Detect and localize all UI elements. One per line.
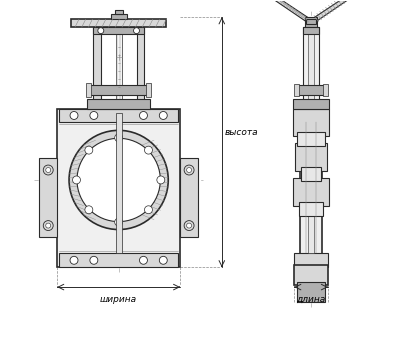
Bar xyxy=(305,17,317,27)
Bar xyxy=(323,84,328,95)
Circle shape xyxy=(134,28,140,34)
Bar xyxy=(87,99,150,109)
Bar xyxy=(308,122,314,253)
Circle shape xyxy=(69,130,168,229)
Bar xyxy=(306,19,316,24)
Circle shape xyxy=(43,221,53,230)
Circle shape xyxy=(144,206,152,214)
Bar xyxy=(71,19,166,27)
Bar xyxy=(299,202,323,216)
Text: ширина: ширина xyxy=(100,295,137,304)
Bar xyxy=(116,27,122,109)
Bar xyxy=(303,27,319,34)
Circle shape xyxy=(90,111,98,119)
Circle shape xyxy=(70,111,78,119)
Circle shape xyxy=(159,256,167,264)
Bar xyxy=(59,109,178,122)
Bar xyxy=(111,14,126,19)
Bar xyxy=(59,253,178,267)
Circle shape xyxy=(184,165,194,175)
Circle shape xyxy=(184,221,194,230)
Polygon shape xyxy=(307,0,350,22)
Circle shape xyxy=(85,206,93,214)
Bar xyxy=(136,27,144,109)
Bar xyxy=(294,265,328,285)
Bar xyxy=(86,83,91,97)
Bar xyxy=(297,282,325,302)
Bar xyxy=(293,109,329,136)
Bar xyxy=(303,27,319,109)
Circle shape xyxy=(43,165,53,175)
Circle shape xyxy=(140,111,148,119)
Circle shape xyxy=(115,218,123,226)
Bar xyxy=(293,99,329,109)
Polygon shape xyxy=(272,0,315,22)
Circle shape xyxy=(98,28,104,34)
Circle shape xyxy=(140,256,148,264)
Circle shape xyxy=(187,223,192,228)
Circle shape xyxy=(157,176,165,184)
Circle shape xyxy=(72,176,80,184)
Bar xyxy=(293,178,329,206)
Bar xyxy=(116,113,122,253)
Bar xyxy=(146,83,151,97)
Circle shape xyxy=(46,167,51,173)
Text: длина: длина xyxy=(296,295,326,304)
Circle shape xyxy=(115,134,123,142)
Bar xyxy=(294,84,299,95)
Circle shape xyxy=(144,146,152,154)
Bar xyxy=(300,109,322,267)
Bar xyxy=(89,85,148,95)
Circle shape xyxy=(187,167,192,173)
Bar xyxy=(294,109,328,122)
Bar xyxy=(57,109,180,267)
Circle shape xyxy=(46,223,51,228)
Bar xyxy=(115,10,123,14)
Circle shape xyxy=(159,111,167,119)
Bar xyxy=(39,158,57,237)
Text: высота: высота xyxy=(225,128,258,137)
Bar xyxy=(295,143,327,171)
Bar xyxy=(294,253,328,267)
Bar xyxy=(297,132,325,146)
Bar xyxy=(93,27,144,34)
Bar xyxy=(93,27,101,109)
Circle shape xyxy=(70,256,78,264)
Circle shape xyxy=(77,138,160,221)
Circle shape xyxy=(90,256,98,264)
Bar xyxy=(308,27,314,109)
Bar xyxy=(301,167,321,181)
Bar xyxy=(180,158,198,237)
Circle shape xyxy=(85,146,93,154)
Bar xyxy=(297,85,325,95)
